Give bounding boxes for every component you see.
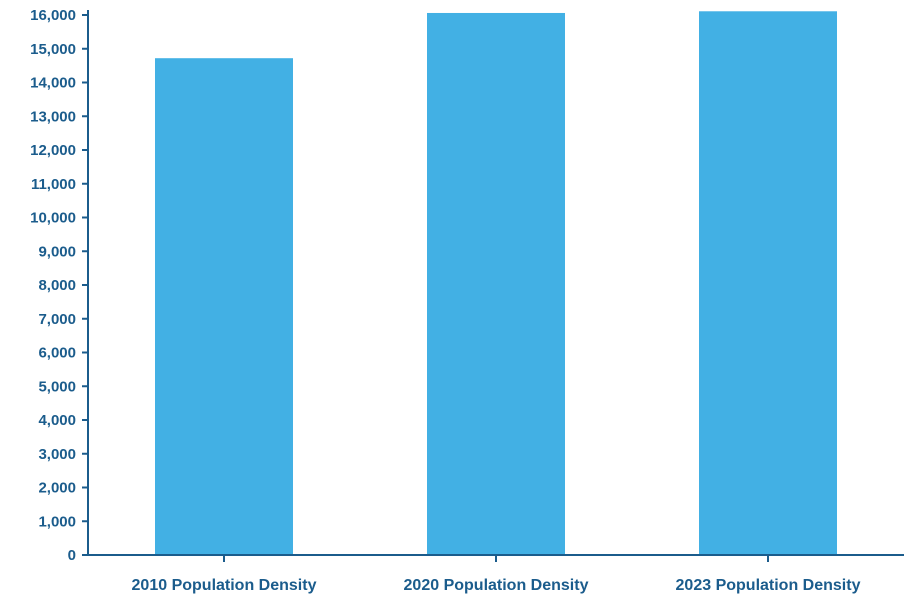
y-tick-label: 5,000 — [38, 378, 76, 395]
bars-group — [155, 11, 837, 556]
y-tick-label: 4,000 — [38, 412, 76, 429]
bar-1 — [155, 58, 293, 555]
y-tick-label: 10,000 — [30, 210, 76, 227]
x-tick-label: 2023 Population Density — [676, 577, 861, 594]
x-tick-label: 2020 Population Density — [404, 577, 589, 594]
y-tick-label: 1,000 — [38, 513, 76, 530]
y-tick-label: 9,000 — [38, 243, 76, 260]
x-axis: 2010 Population Density 2020 Population D… — [88, 554, 904, 594]
y-tick-label: 3,000 — [38, 446, 76, 463]
y-axis: 0 1,000 2,000 3,000 4,000 5,000 6,000 7,000 8,00… — [30, 7, 89, 564]
y-tick-label: 6,000 — [38, 345, 76, 362]
y-tick-label: 11,000 — [31, 176, 76, 193]
y-tick-label: 2,000 — [38, 480, 76, 497]
y-tick-label: 13,000 — [30, 108, 76, 125]
y-tick-label: 8,000 — [38, 277, 76, 294]
bar-2 — [427, 12, 565, 556]
y-tick-label: 0 — [68, 547, 76, 564]
y-tick-label: 16,000 — [30, 7, 76, 24]
bar-3 — [699, 11, 837, 556]
x-tick-label: 2010 Population Density — [132, 577, 317, 594]
x-ticks: 2010 Population Density 2020 Population D… — [132, 555, 861, 594]
y-tick-label: 15,000 — [30, 41, 76, 58]
y-tick-label: 14,000 — [30, 75, 76, 92]
y-tick-label: 12,000 — [30, 142, 76, 159]
y-ticks: 0 1,000 2,000 3,000 4,000 5,000 6,000 7,000 8,00… — [30, 7, 88, 564]
y-tick-label: 7,000 — [38, 311, 76, 328]
